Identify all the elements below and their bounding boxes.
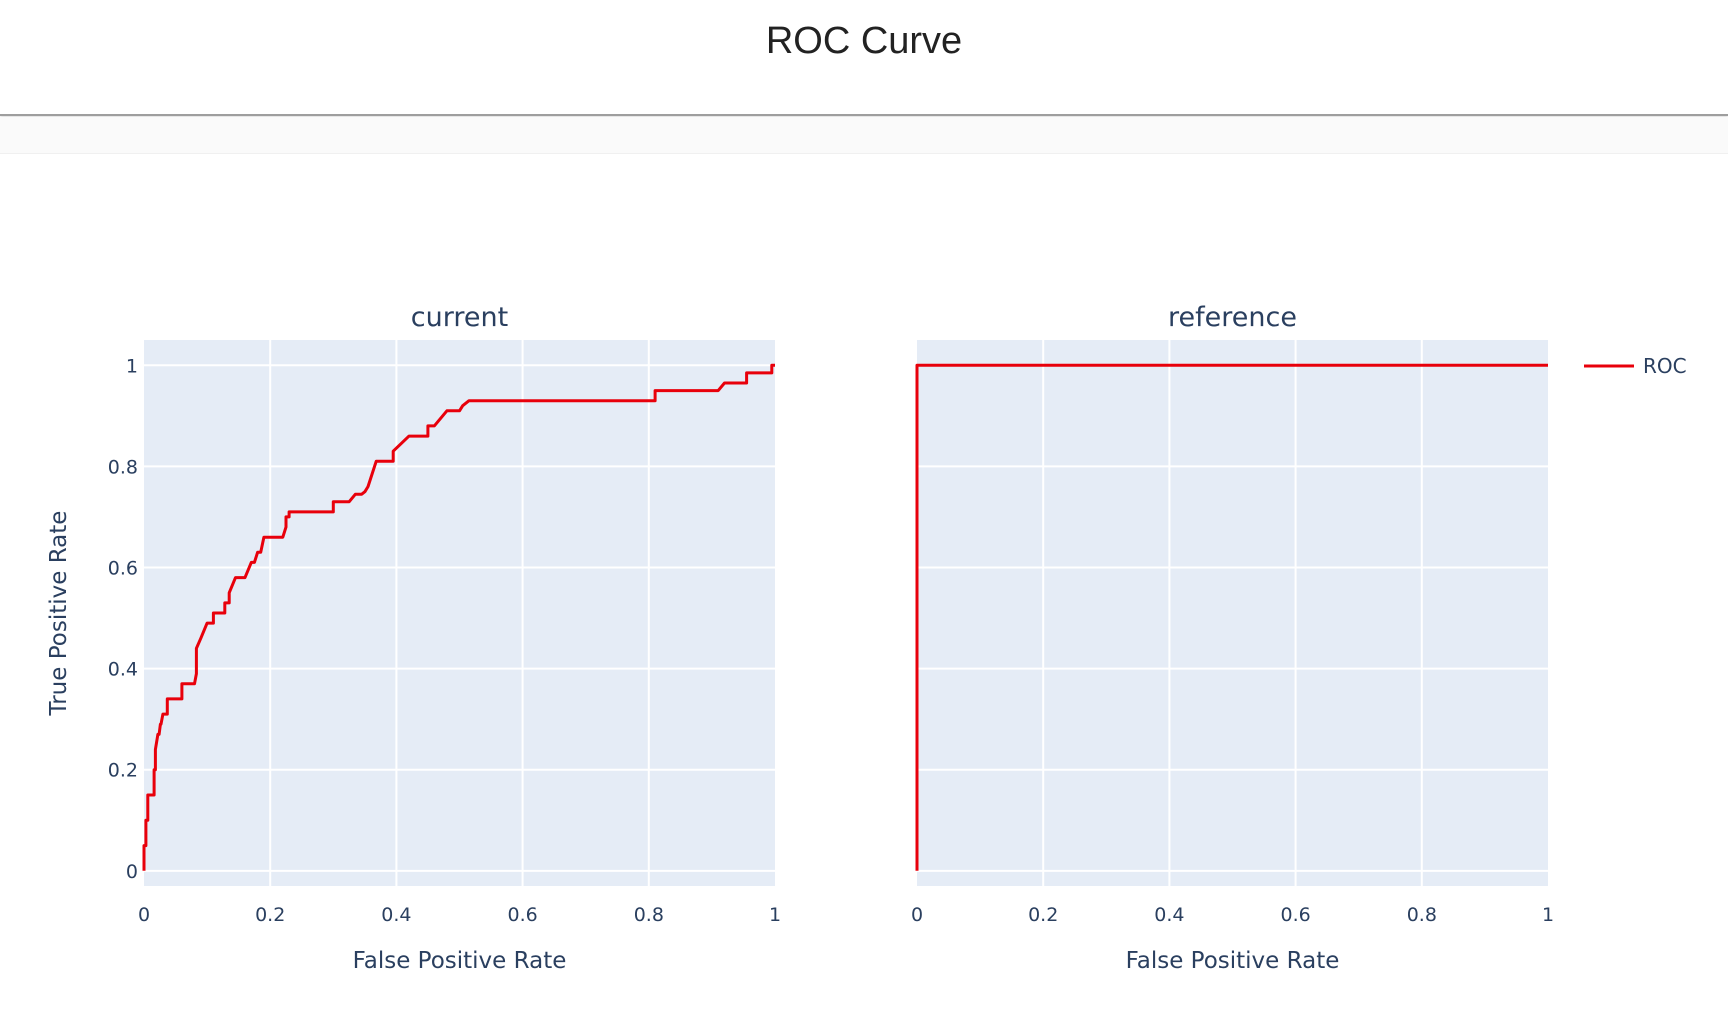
roc-line-reference xyxy=(915,363,1548,871)
toolbar-strip xyxy=(0,117,1728,154)
page-title: ROC Curve xyxy=(765,20,963,62)
y-tick-label: 1 xyxy=(126,355,138,377)
x-tick-label: 0.4 xyxy=(1154,904,1184,926)
x-tick-label: 0.8 xyxy=(1407,904,1437,926)
x-tick-label: 0.6 xyxy=(1280,904,1310,926)
y-axis-title: True Positive Rate xyxy=(46,511,72,717)
page-header: ROC Curve xyxy=(0,0,1728,116)
y-tick-label: 0.8 xyxy=(108,456,138,478)
plot-area-current xyxy=(144,340,775,886)
x-tick-label: 0 xyxy=(138,904,150,926)
legend-label-roc: ROC xyxy=(1643,354,1687,378)
x-tick-label: 0.8 xyxy=(634,904,664,926)
y-tick-label: 0 xyxy=(126,861,138,883)
x-tick-label: 0.6 xyxy=(507,904,537,926)
subplot-title-current: current xyxy=(411,302,508,333)
x-tick-label: 0.4 xyxy=(381,904,411,926)
y-tick-label: 0.2 xyxy=(108,760,138,782)
x-axis-title: False Positive Rate xyxy=(1126,948,1340,974)
y-tick-label: 0.6 xyxy=(108,558,138,580)
x-tick-label: 0 xyxy=(911,904,923,926)
x-tick-label: 0.2 xyxy=(1028,904,1058,926)
x-axis-title: False Positive Rate xyxy=(353,948,567,974)
roc-line-current xyxy=(142,363,775,871)
y-tick-label: 0.4 xyxy=(108,659,138,681)
x-tick-label: 0.2 xyxy=(255,904,285,926)
subplot-title-reference: reference xyxy=(1168,302,1297,333)
plot-area-reference xyxy=(917,340,1548,886)
x-tick-label: 1 xyxy=(1542,904,1554,926)
x-tick-label: 1 xyxy=(769,904,781,926)
